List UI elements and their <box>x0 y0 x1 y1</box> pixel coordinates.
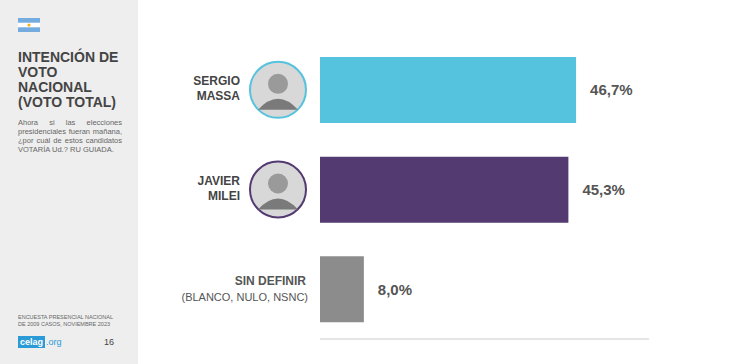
html-text:INTENCIÓN DE VOTO NACIONAL (VO: INTENCIÓN DE VOTO NACIONAL (VOTO TOTAL) <box>18 49 119 110</box>
svg-text:SIN DEFINIR: SIN DEFINIR <box>235 274 307 288</box>
html-text:celag .org: celag .org <box>20 337 62 347</box>
svg-text:MASSA: MASSA <box>197 89 241 103</box>
svg-text:(BLANCO, NULO, NSNC): (BLANCO, NULO, NSNC) <box>181 291 308 303</box>
svg-text:8,0%: 8,0% <box>378 281 412 298</box>
svg-text:46,7%: 46,7% <box>590 81 633 98</box>
svg-text:JAVIER: JAVIER <box>198 174 241 188</box>
html-text:16: 16 <box>104 337 114 347</box>
svg-text:SERGIO: SERGIO <box>193 74 240 88</box>
svg-text:MILEI: MILEI <box>208 189 240 203</box>
html-text:ENCUESTA PRESENCIAL NACIONAL D: ENCUESTA PRESENCIAL NACIONAL DE 2009 CAS… <box>18 314 113 327</box>
svg-text:45,3%: 45,3% <box>582 181 625 198</box>
html-text:Ahora si las elecciones presid: Ahora si las elecciones presidenciales f… <box>18 118 122 154</box>
